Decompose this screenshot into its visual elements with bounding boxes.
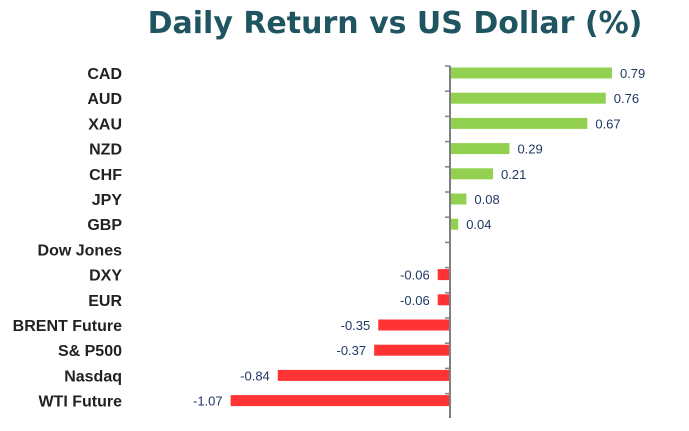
bar-jpy <box>450 193 467 205</box>
value-label-gbp: 0.04 <box>466 217 491 232</box>
bar-wti-future <box>230 395 450 407</box>
bars-layer <box>230 67 612 407</box>
value-labels: 0.79 0.76 0.67 0.29 0.210.08 0.04 -0.06 -0.06 -0… <box>193 66 645 409</box>
value-label-cad: 0.79 <box>620 66 645 81</box>
value-label-dxy: -0.06 <box>400 268 430 283</box>
value-label-chf: 0.21 <box>501 167 526 182</box>
chart-title: Daily Return vs US Dollar (%) <box>148 6 643 41</box>
bar-s-p500 <box>374 344 450 356</box>
value-label-wti-future: -1.07 <box>193 394 223 409</box>
category-label-s-p500: S& P500 <box>58 343 122 360</box>
category-labels: CAD AUD XAU NZD CHF JPY GBP Dow Jones DXY EUR BREN… <box>13 66 123 411</box>
bar-gbp <box>450 218 459 230</box>
value-label-s-p500: -0.37 <box>337 343 367 358</box>
bar-chf <box>450 168 494 180</box>
category-label-dxy: DXY <box>89 268 122 285</box>
bar-dxy <box>437 269 450 281</box>
value-label-xau: 0.67 <box>595 116 620 131</box>
category-label-jpy: JPY <box>92 192 123 209</box>
value-label-nasdaq: -0.84 <box>240 368 270 383</box>
bar-nzd <box>450 143 510 155</box>
category-label-brent-future: BRENT Future <box>13 318 122 335</box>
category-label-chf: CHF <box>89 167 122 184</box>
category-label-aud: AUD <box>87 91 122 108</box>
category-label-wti-future: WTI Future <box>38 394 122 411</box>
category-label-eur: EUR <box>88 293 122 310</box>
category-label-nzd: NZD <box>89 142 122 159</box>
bar-eur <box>437 294 450 306</box>
bar-nasdaq <box>277 369 450 381</box>
bar-cad <box>450 67 612 79</box>
category-label-cad: CAD <box>87 66 122 83</box>
category-label-xau: XAU <box>88 116 122 133</box>
value-label-aud: 0.76 <box>614 91 639 106</box>
bar-aud <box>450 92 606 104</box>
value-label-jpy: 0.08 <box>474 192 499 207</box>
axis-layer <box>445 65 451 418</box>
value-label-brent-future: -0.35 <box>341 318 371 333</box>
bar-brent-future <box>378 319 450 331</box>
value-label-eur: -0.06 <box>400 293 430 308</box>
category-label-dow-jones: Dow Jones <box>38 242 123 259</box>
category-label-nasdaq: Nasdaq <box>64 368 122 385</box>
value-label-nzd: 0.29 <box>517 142 542 157</box>
bar-xau <box>450 117 588 129</box>
category-label-gbp: GBP <box>87 217 122 234</box>
